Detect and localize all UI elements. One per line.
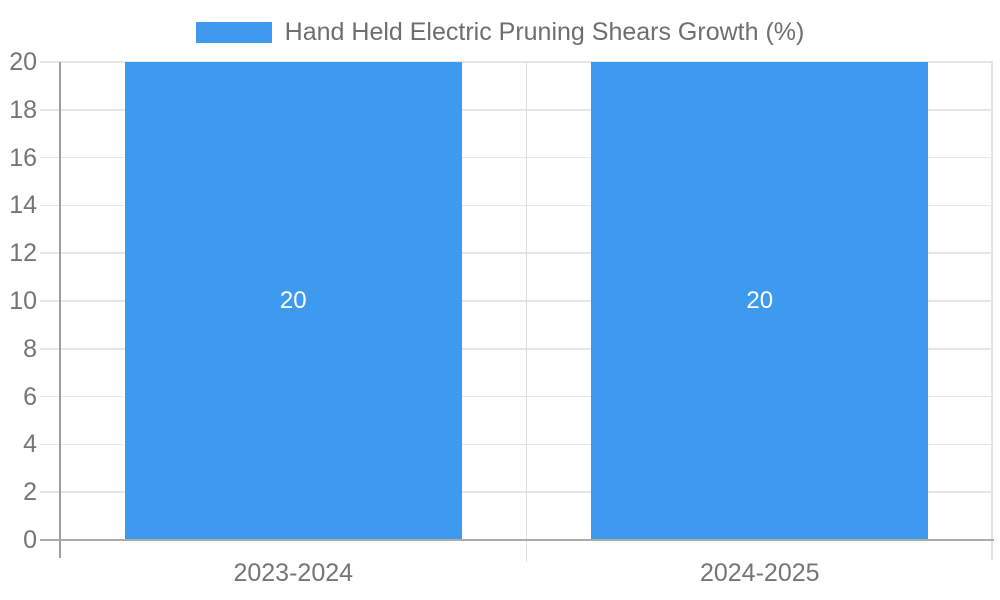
chart-legend[interactable]: Hand Held Electric Pruning Shears Growth… [0,18,1000,46]
y-axis-tick-label: 6 [23,382,37,411]
y-gridline [40,395,993,398]
plot-right-edge-line [991,62,993,560]
y-gridline [40,109,993,111]
bar-2023-2024[interactable] [124,62,462,540]
y-gridline [40,491,993,493]
y-gridline [40,252,993,254]
bar-2024-2025[interactable] [591,62,929,540]
y-gridline [40,61,993,63]
y-axis-tick-label: 16 [9,143,37,172]
y-axis-tick-label: 8 [23,334,37,363]
bar-value-label: 20 [746,287,774,314]
x-axis-tick-label: 2023-2024 [233,559,354,587]
y-axis-tick-label: 0 [23,526,37,554]
y-axis-tick-label: 12 [9,239,37,268]
x-axis-baseline [40,538,994,542]
bar-value-label: 20 [279,287,307,314]
y-axis-tick-label: 10 [9,287,37,315]
y-axis-tick-label: 18 [9,95,37,124]
legend-label: Hand Held Electric Pruning Shears Growth… [284,18,805,46]
y-gridline [40,348,993,350]
category-separator-line [525,62,528,562]
legend-swatch-icon [195,22,272,43]
y-axis-tick-label: 20 [9,48,37,76]
y-axis-tick-label: 14 [9,191,37,220]
y-axis-tick-label: 4 [23,430,37,459]
y-gridline [40,300,993,302]
y-axis-line [58,62,61,558]
y-gridline [40,156,993,159]
y-axis-tick-label: 2 [23,478,37,507]
x-axis-tick-label: 2024-2025 [699,559,820,587]
y-gridline [40,443,993,446]
y-gridline [40,204,993,207]
